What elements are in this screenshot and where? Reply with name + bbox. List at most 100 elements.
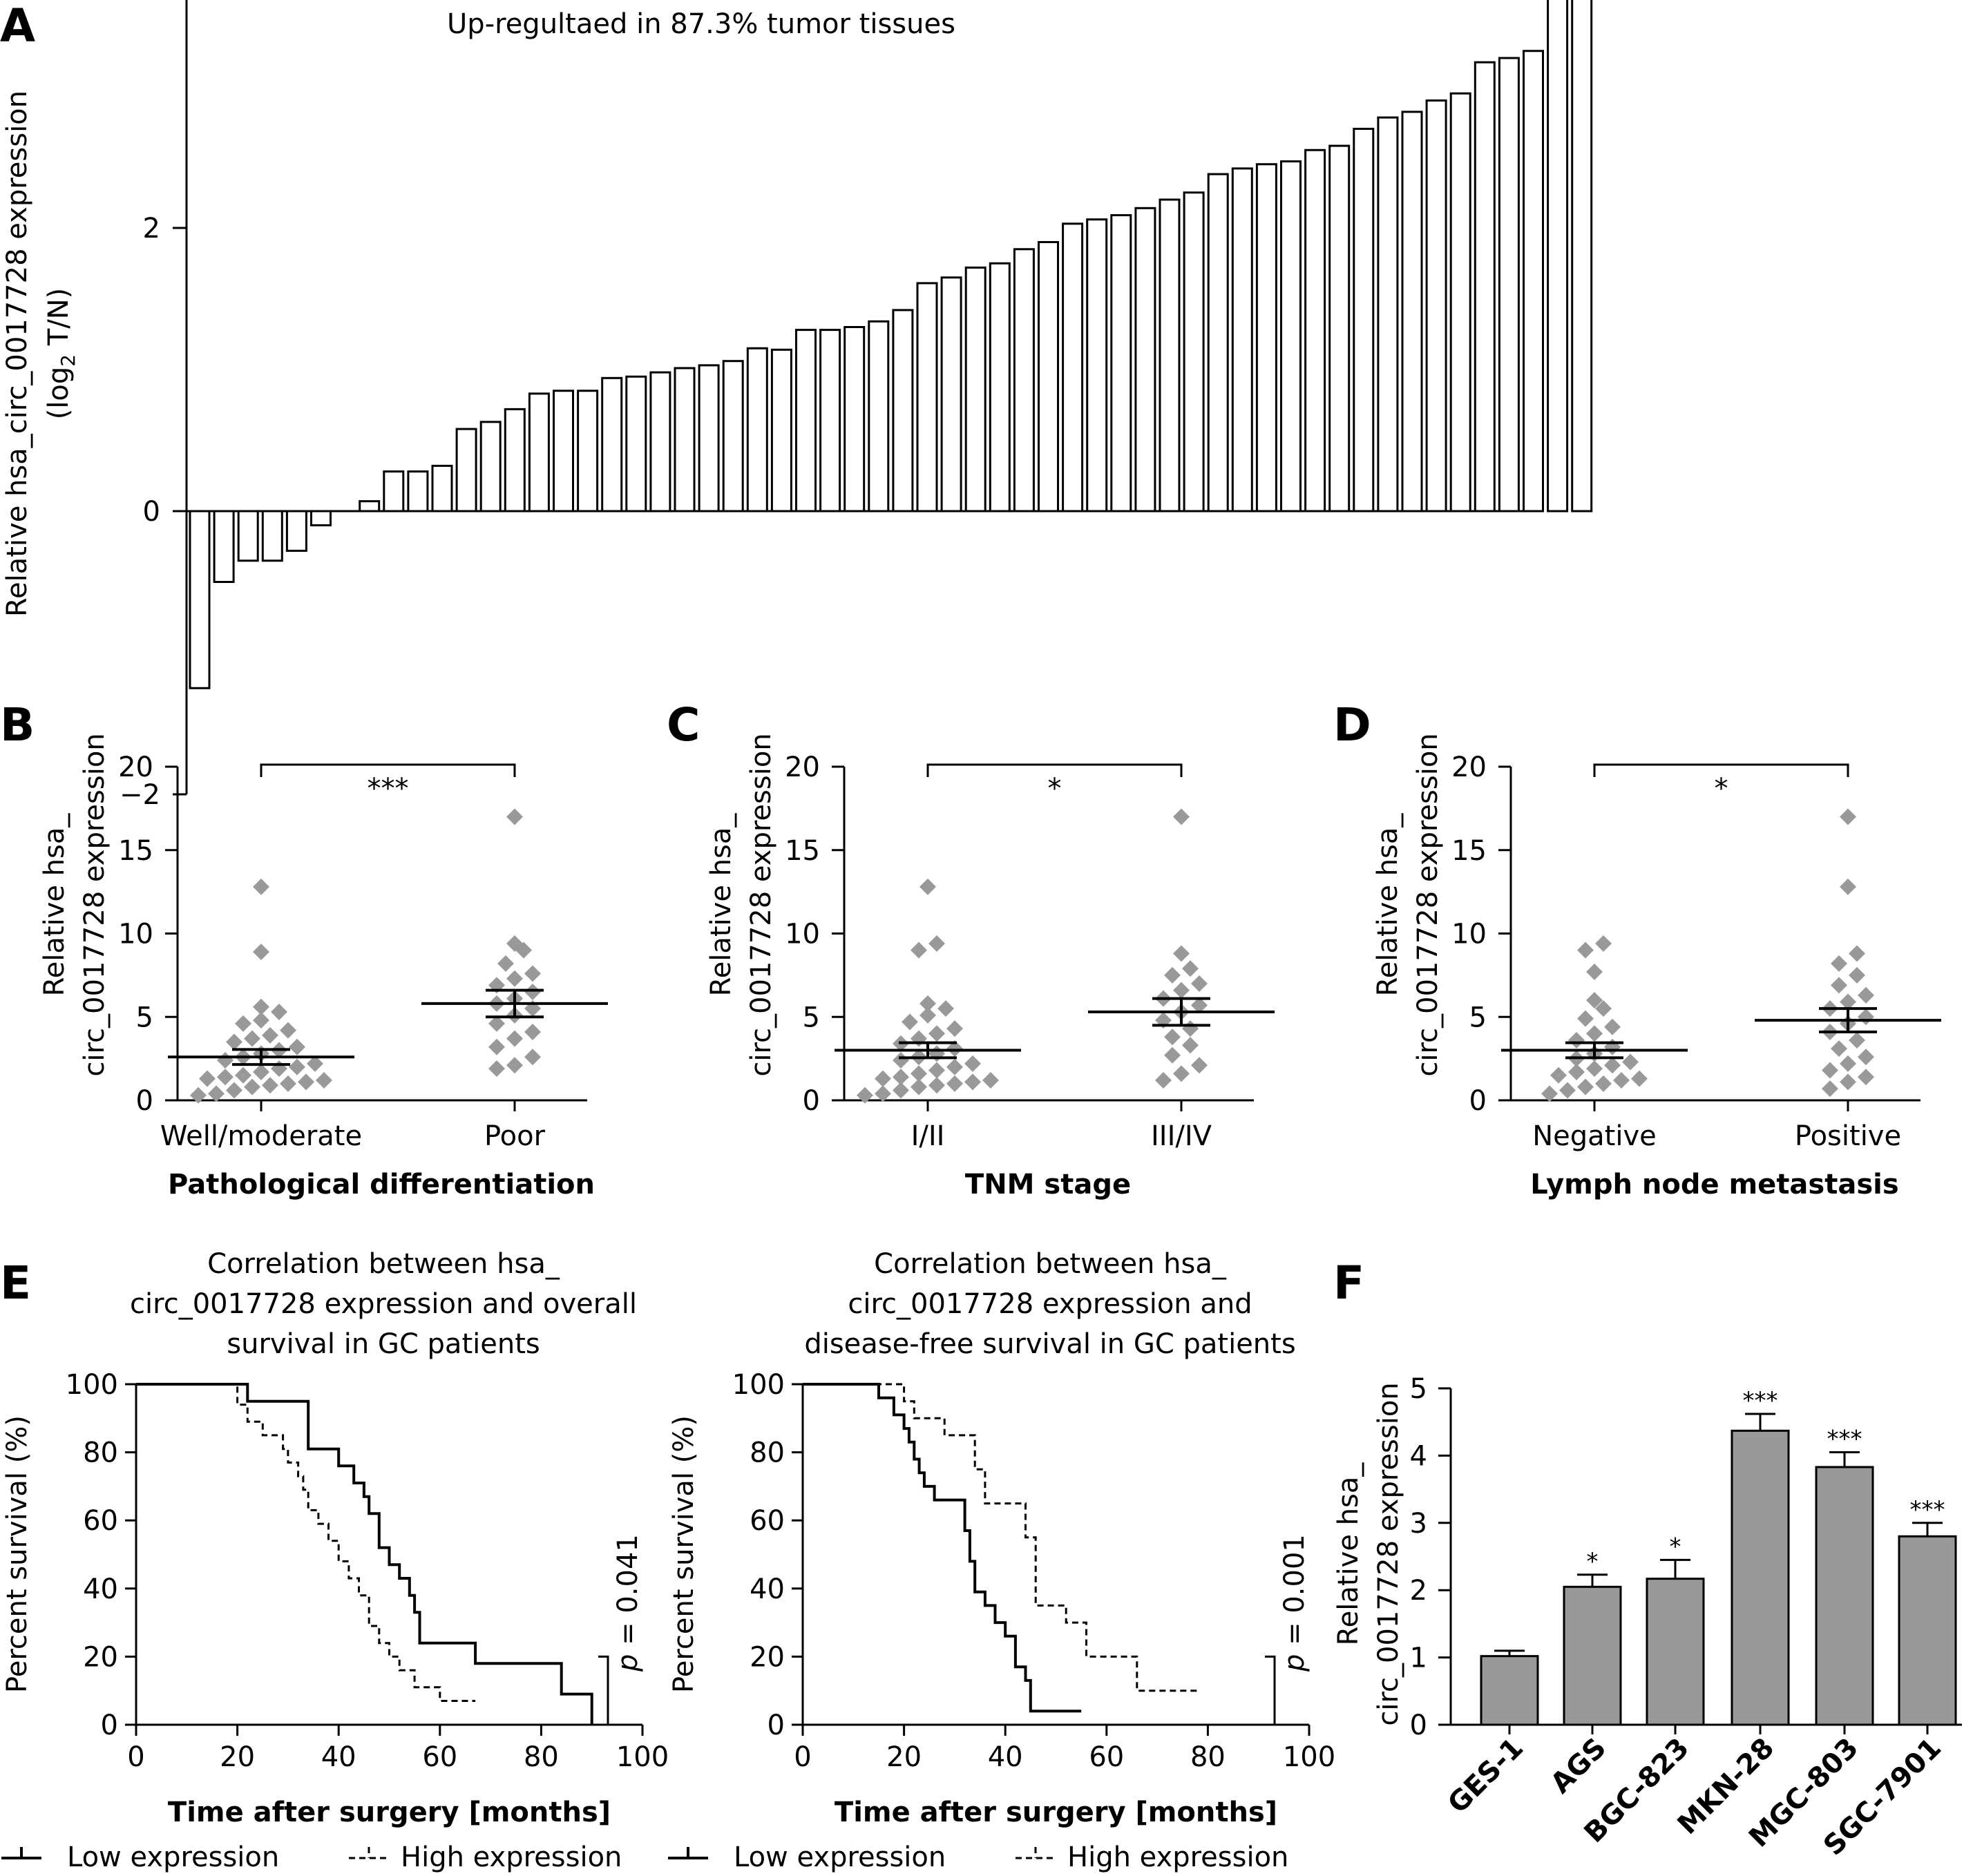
- data-point: [488, 1038, 505, 1055]
- significance-bracket: [260, 763, 516, 777]
- data-point: [199, 1070, 216, 1087]
- significance-label: ***: [1910, 1496, 1945, 1524]
- panel-a-bar: [285, 510, 307, 552]
- low-expression-curve: [136, 1383, 593, 1725]
- significance-bracket: [1593, 763, 1849, 777]
- data-point: [524, 965, 541, 982]
- data-point: [1191, 1057, 1208, 1074]
- panel-a-title: Up-regultaed in 87.3% tumor tissues: [447, 8, 955, 40]
- chart-title-line: survival in GC patients: [227, 1328, 540, 1360]
- data-point: [190, 1087, 207, 1104]
- x-axis-title: Lymph node metastasis: [1530, 1169, 1898, 1200]
- ytick-label: 3: [1410, 1508, 1427, 1540]
- data-point: [1568, 1032, 1585, 1049]
- panel-a-bar: [625, 375, 647, 513]
- significance-label: ***: [368, 773, 409, 805]
- data-point: [1191, 975, 1208, 992]
- data-point: [244, 1078, 260, 1095]
- data-point: [1173, 945, 1190, 962]
- ytick-label: 10: [1451, 919, 1487, 950]
- y-axis-title-line1: Relative hsa_: [705, 813, 737, 997]
- panel-a-bar: [1134, 207, 1156, 513]
- data-point: [253, 1063, 269, 1080]
- data-point: [506, 935, 523, 952]
- panel-a-bar: [237, 510, 259, 562]
- data-point: [253, 998, 269, 1015]
- data-point: [262, 1077, 278, 1094]
- ytick-label: 0: [136, 1085, 153, 1117]
- data-point: [524, 1049, 541, 1066]
- data-point: [1840, 1055, 1856, 1072]
- p-symbol: p: [612, 1654, 644, 1672]
- panel-a-bar: [1255, 163, 1277, 513]
- ytick-label: 20: [118, 752, 153, 783]
- data-point: [1586, 1025, 1603, 1042]
- category-label: GES-1: [1442, 1732, 1529, 1820]
- data-point: [1577, 1078, 1594, 1095]
- ytick-label: 60: [83, 1505, 118, 1537]
- panel-a-ylabel-line2: (log2 T/N): [43, 288, 79, 420]
- data-point: [928, 935, 945, 952]
- panel-a-bar: [1401, 111, 1423, 513]
- category-label: Positive: [1795, 1120, 1901, 1152]
- panel-a-ytick-label: 2: [143, 213, 160, 245]
- data-point: [1840, 878, 1856, 895]
- panel-label-f: F: [1333, 1256, 1364, 1310]
- panel-a-bar: [868, 320, 890, 513]
- data-point: [1182, 1020, 1199, 1037]
- panel-a-bar: [553, 390, 574, 513]
- category-label: Negative: [1532, 1120, 1657, 1152]
- data-point: [875, 1085, 891, 1102]
- y-axis-title-line1: Relative hsa_: [1333, 1462, 1364, 1646]
- data-point: [1550, 1066, 1567, 1084]
- data-point: [928, 1025, 945, 1042]
- data-point: [1604, 1018, 1621, 1035]
- data-point: [1822, 1080, 1838, 1098]
- data-point: [506, 1030, 523, 1047]
- data-point: [1164, 966, 1181, 984]
- data-point: [911, 1078, 927, 1095]
- x-axis-title: TNM stage: [965, 1169, 1131, 1200]
- data-point: [1840, 808, 1856, 825]
- ytick-label: 80: [750, 1437, 785, 1469]
- category-label: AGS: [1545, 1732, 1612, 1800]
- panel-a-bar: [843, 326, 866, 513]
- data-point: [506, 1057, 523, 1074]
- data-point: [271, 1004, 287, 1021]
- data-point: [1831, 955, 1847, 972]
- data-point: [262, 1026, 278, 1044]
- ytick-label: 0: [1410, 1710, 1427, 1741]
- ytick-label: 15: [118, 835, 153, 867]
- data-point: [946, 1058, 963, 1075]
- xtick-label: 40: [321, 1741, 356, 1773]
- data-point: [1586, 1060, 1603, 1078]
- data-point: [946, 1040, 963, 1057]
- data-point: [1164, 1046, 1181, 1064]
- p-value: = 0.001: [1279, 1534, 1310, 1654]
- panel-a-bar: [1377, 116, 1399, 513]
- legend-low-marker: [668, 1847, 708, 1859]
- ytick-label: 100: [732, 1369, 785, 1401]
- data-point: [1840, 1073, 1856, 1091]
- data-point: [289, 1058, 305, 1075]
- significance-label: *: [1587, 1548, 1599, 1576]
- panel-a-bar: [1474, 61, 1496, 513]
- panel-a-bar: [1523, 50, 1544, 513]
- ytick-label: 15: [1451, 835, 1487, 867]
- ytick-label: 5: [1469, 1002, 1487, 1033]
- category-label: I/II: [911, 1120, 945, 1152]
- data-point: [253, 878, 269, 895]
- panel-a-bar: [1038, 241, 1059, 513]
- category-label: Poor: [484, 1120, 546, 1152]
- panel-a-bar: [1207, 173, 1229, 513]
- x-axis-title: Time after surgery [months]: [835, 1797, 1277, 1828]
- panel-a-bar: [383, 470, 405, 513]
- significance-label: ***: [1743, 1387, 1778, 1415]
- panel-a-bar: [213, 510, 235, 583]
- bar: [1815, 1466, 1874, 1726]
- data-point: [1849, 945, 1865, 962]
- data-point: [946, 1020, 963, 1037]
- data-point: [1586, 964, 1603, 981]
- panel-c-scatter: 20 15 10 5 0 I/II III/IV TNM stage Relative hsa_…: [705, 733, 1275, 1200]
- chart-title-line: circ_0017728 expression and: [848, 1288, 1252, 1320]
